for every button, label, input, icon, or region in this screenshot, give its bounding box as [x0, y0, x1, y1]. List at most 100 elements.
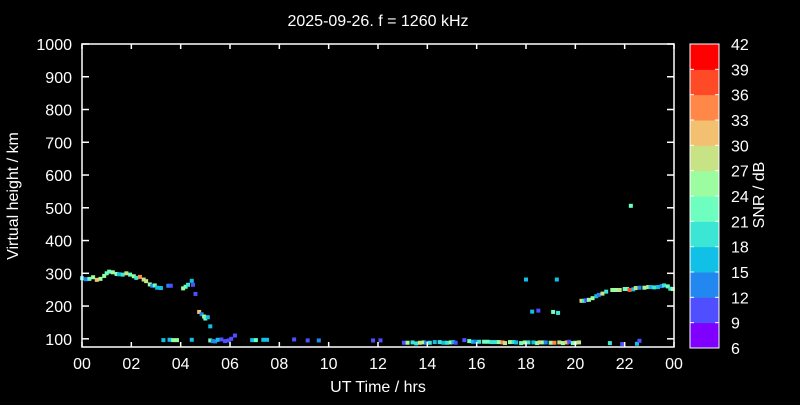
data-point	[134, 275, 139, 280]
data-point	[485, 339, 490, 344]
data-point	[205, 315, 210, 320]
data-point	[596, 292, 601, 297]
colorbar-tick-label: 9	[731, 316, 740, 333]
data-point	[421, 340, 426, 345]
data-point	[203, 316, 208, 321]
data-point	[496, 340, 501, 345]
data-point	[489, 340, 494, 345]
colorbar-tick-label: 42	[731, 37, 749, 54]
data-point	[451, 340, 456, 345]
colorbar-tick-label: 39	[731, 62, 749, 79]
data-point	[208, 338, 213, 343]
colorbar-tick-label: 15	[731, 265, 749, 282]
data-point	[120, 272, 125, 277]
colorbar-tick-label: 21	[731, 214, 749, 231]
colorbar-label: SNR / dB	[751, 162, 768, 229]
chart-title: 2025-09-26. f = 1260 kHz	[287, 13, 468, 30]
data-point	[261, 337, 266, 342]
data-point	[536, 308, 541, 313]
data-point	[543, 340, 548, 345]
data-point	[635, 341, 639, 346]
data-point	[401, 340, 406, 345]
data-point	[564, 340, 569, 345]
data-point	[424, 340, 429, 345]
data-point	[637, 338, 642, 343]
data-point	[551, 309, 556, 314]
colorbar-tick-label: 30	[731, 138, 749, 155]
data-point	[189, 337, 194, 342]
y-tick-label: 500	[45, 201, 72, 218]
data-point	[557, 340, 562, 345]
data-point	[637, 285, 642, 290]
colorbar-segment	[690, 196, 719, 222]
data-point	[199, 312, 204, 317]
data-point	[584, 298, 589, 303]
colorbar-segment	[690, 221, 719, 248]
data-point	[659, 284, 664, 289]
data-point	[628, 203, 633, 208]
data-point	[161, 338, 166, 343]
colorbar-tick-label: 27	[731, 164, 749, 181]
data-point	[577, 340, 582, 345]
data-point	[253, 338, 258, 343]
data-point	[168, 283, 173, 288]
data-point	[473, 339, 478, 344]
data-point	[124, 271, 129, 276]
data-point	[541, 340, 546, 345]
data-point	[594, 294, 599, 299]
data-point	[98, 276, 103, 281]
data-point	[668, 286, 673, 291]
data-point	[462, 338, 467, 343]
x-tick-label: 16	[468, 356, 486, 373]
data-point	[614, 288, 619, 293]
data-point	[646, 285, 651, 290]
data-point	[548, 340, 553, 345]
colorbar-tick-label: 18	[731, 240, 749, 257]
data-point	[378, 338, 383, 343]
data-point	[292, 337, 297, 342]
data-point	[414, 341, 419, 346]
data-point	[128, 272, 133, 277]
colorbar-segment	[690, 322, 719, 349]
data-point	[561, 341, 565, 346]
data-point	[371, 338, 376, 343]
data-point	[91, 275, 96, 280]
data-point	[652, 285, 657, 290]
data-point	[610, 288, 615, 293]
data-point	[83, 277, 88, 282]
data-point	[467, 339, 472, 344]
x-tick-label: 14	[418, 356, 436, 373]
data-point	[150, 283, 155, 288]
data-point	[417, 340, 422, 345]
x-tick-label: 10	[320, 356, 338, 373]
data-point	[229, 336, 234, 341]
data-point	[114, 271, 119, 276]
x-tick-label: 22	[616, 356, 634, 373]
data-point	[607, 341, 612, 346]
data-point	[477, 339, 482, 344]
x-tick-label: 00	[665, 356, 683, 373]
data-point	[535, 341, 540, 346]
data-point	[232, 333, 237, 338]
colorbar-tick-label: 12	[731, 290, 749, 307]
data-point	[620, 342, 625, 347]
data-point	[305, 338, 310, 343]
data-point	[193, 291, 198, 296]
data-point	[171, 338, 176, 343]
data-point	[316, 338, 321, 343]
data-point	[250, 338, 255, 343]
data-point	[519, 341, 524, 346]
colorbar-tick-label: 6	[731, 341, 740, 358]
data-point	[437, 340, 442, 345]
colorbar-tick-label: 36	[731, 88, 749, 105]
data-point	[131, 274, 136, 279]
x-axis-ticks: 00 02 04 06 08 10 12 14 16 18 20 22 00	[73, 44, 683, 373]
data-point	[670, 287, 675, 292]
data-point	[219, 337, 224, 342]
x-tick-label: 06	[221, 356, 239, 373]
data-point	[511, 340, 516, 345]
data-point	[141, 277, 146, 282]
data-point	[554, 277, 559, 282]
data-point	[102, 273, 107, 278]
data-point	[642, 285, 647, 290]
